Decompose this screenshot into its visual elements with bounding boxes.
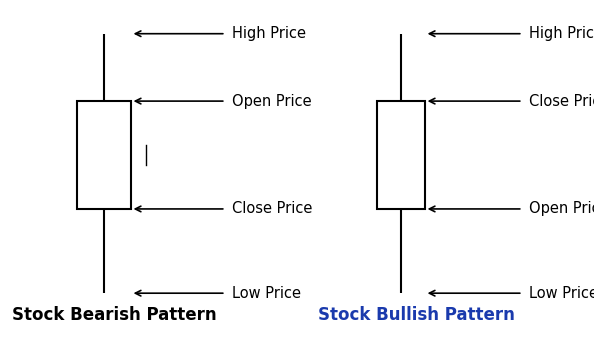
Text: Close Price: Close Price — [529, 94, 594, 109]
Text: Low Price: Low Price — [529, 286, 594, 301]
Text: High Price: High Price — [232, 26, 306, 41]
Bar — [77, 101, 131, 209]
Text: Low Price: Low Price — [232, 286, 301, 301]
Bar — [377, 101, 425, 209]
Text: Stock Bearish Pattern: Stock Bearish Pattern — [12, 306, 216, 324]
Text: Open Price: Open Price — [529, 202, 594, 216]
Text: Open Price: Open Price — [232, 94, 311, 109]
Text: Close Price: Close Price — [232, 202, 312, 216]
Text: Stock Bullish Pattern: Stock Bullish Pattern — [318, 306, 514, 324]
Text: High Price: High Price — [529, 26, 594, 41]
